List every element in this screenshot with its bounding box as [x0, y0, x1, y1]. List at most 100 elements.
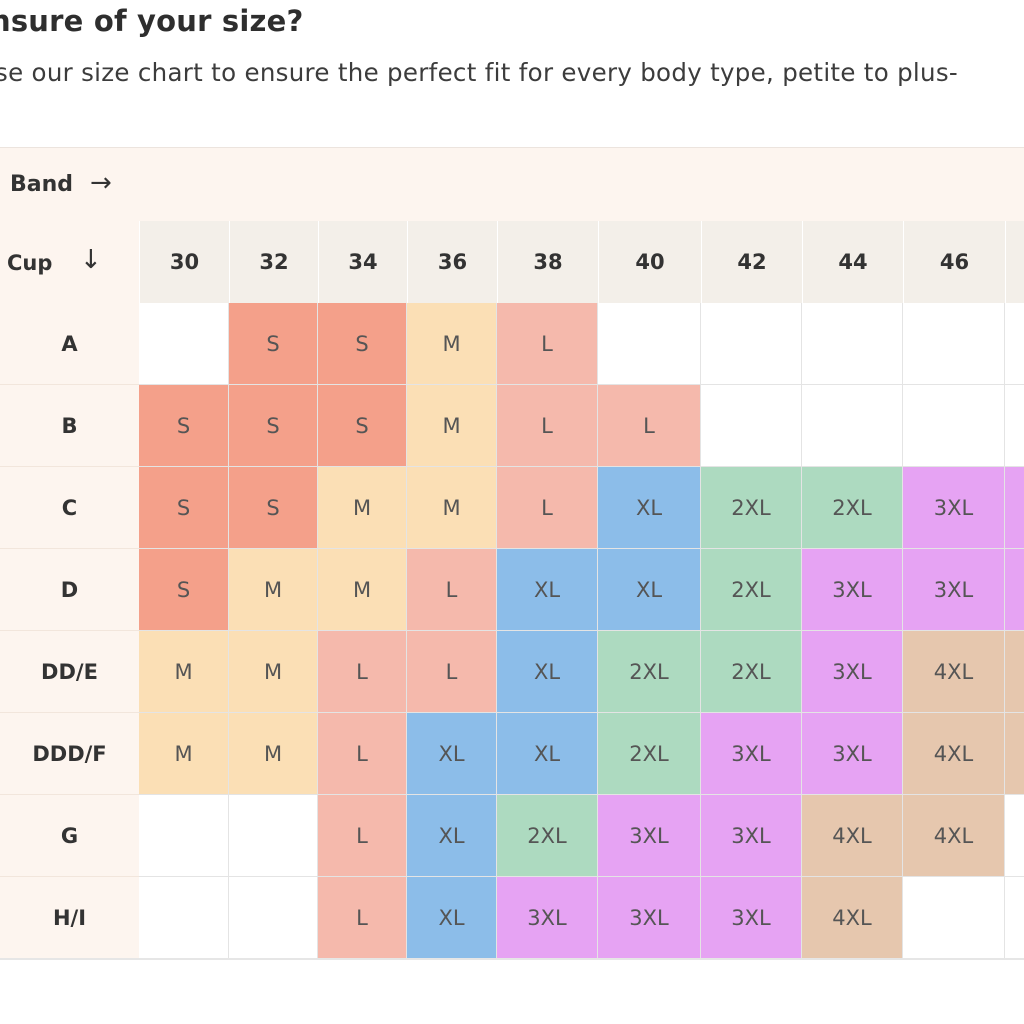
- size-cell: 3XL: [701, 795, 802, 877]
- size-cell: 2XL: [497, 795, 598, 877]
- cup-row-label: C: [0, 467, 139, 549]
- size-cell: [802, 303, 903, 385]
- size-cell: 2XL: [598, 631, 701, 713]
- size-cell: 3XL: [802, 631, 903, 713]
- band-label: Band: [10, 172, 74, 197]
- size-cell: L: [318, 631, 407, 713]
- size-cell: 4XL: [903, 631, 1005, 713]
- size-cell: [701, 303, 802, 385]
- size-cell: [1005, 467, 1024, 549]
- size-cell: XL: [598, 467, 701, 549]
- size-cell: 3XL: [598, 877, 701, 959]
- size-cell: 3XL: [802, 713, 903, 795]
- size-cell: [1005, 795, 1024, 877]
- size-cell: [1005, 631, 1024, 713]
- band-size-30: 30: [139, 221, 229, 303]
- size-cell: 4XL: [802, 795, 903, 877]
- size-cell: 3XL: [903, 549, 1005, 631]
- size-cell: [802, 385, 903, 467]
- band-size-40: 40: [598, 221, 701, 303]
- size-cell: [1005, 877, 1024, 959]
- down-arrow-icon: ↓: [80, 245, 102, 275]
- size-cell: [139, 877, 229, 959]
- size-cell: [1005, 549, 1024, 631]
- size-cell: L: [407, 631, 497, 713]
- band-size-32: 32: [229, 221, 318, 303]
- size-cell: 4XL: [903, 795, 1005, 877]
- size-cell: 3XL: [701, 713, 802, 795]
- size-cell: M: [407, 467, 497, 549]
- size-cell: [903, 877, 1005, 959]
- size-cell: L: [318, 877, 407, 959]
- band-size-44: 44: [802, 221, 903, 303]
- size-cell: 2XL: [598, 713, 701, 795]
- band-size-36: 36: [407, 221, 497, 303]
- size-cell: XL: [497, 549, 598, 631]
- size-cell: M: [229, 549, 318, 631]
- size-cell: [598, 303, 701, 385]
- band-size-34: 34: [318, 221, 407, 303]
- size-cell: L: [497, 385, 598, 467]
- size-cell: M: [318, 549, 407, 631]
- size-cell: 3XL: [903, 467, 1005, 549]
- size-cell: M: [229, 631, 318, 713]
- size-cell: [701, 385, 802, 467]
- band-size-46: 46: [903, 221, 1005, 303]
- size-cell: S: [139, 467, 229, 549]
- size-cell: S: [229, 303, 318, 385]
- size-cell: [139, 303, 229, 385]
- cup-header-cell: Cup ↓: [0, 221, 139, 303]
- size-cell: 3XL: [701, 877, 802, 959]
- size-cell: S: [318, 303, 407, 385]
- size-cell: 2XL: [701, 549, 802, 631]
- size-cell: XL: [497, 713, 598, 795]
- size-cell: [1005, 385, 1024, 467]
- size-cell: [229, 795, 318, 877]
- size-cell: XL: [407, 877, 497, 959]
- band-size-next: [1005, 221, 1024, 303]
- band-size-38: 38: [497, 221, 598, 303]
- size-cell: M: [318, 467, 407, 549]
- size-cell: S: [139, 549, 229, 631]
- cup-row-label: G: [0, 795, 139, 877]
- size-cell: S: [229, 467, 318, 549]
- size-cell: M: [139, 713, 229, 795]
- size-cell: 4XL: [903, 713, 1005, 795]
- size-cell: XL: [407, 795, 497, 877]
- size-cell: M: [139, 631, 229, 713]
- size-cell: L: [497, 467, 598, 549]
- size-cell: L: [318, 713, 407, 795]
- size-cell: 2XL: [701, 631, 802, 713]
- size-cell: 3XL: [497, 877, 598, 959]
- size-cell: M: [407, 385, 497, 467]
- band-header-row: Band →: [0, 147, 1024, 221]
- table-bottom-border: [0, 958, 1024, 960]
- size-cell: L: [497, 303, 598, 385]
- size-cell: L: [318, 795, 407, 877]
- right-arrow-icon: →: [90, 168, 112, 198]
- size-cell: 3XL: [802, 549, 903, 631]
- size-cell: 2XL: [802, 467, 903, 549]
- size-cell: [229, 877, 318, 959]
- size-cell: M: [229, 713, 318, 795]
- size-cell: 2XL: [701, 467, 802, 549]
- size-cell: L: [407, 549, 497, 631]
- size-cell: [1005, 713, 1024, 795]
- page-heading: nsure of your size?: [0, 4, 304, 38]
- size-cell: S: [229, 385, 318, 467]
- size-cell: [903, 385, 1005, 467]
- size-cell: [139, 795, 229, 877]
- cup-row-label: DDD/F: [0, 713, 139, 795]
- size-cell: 4XL: [802, 877, 903, 959]
- cup-row-label: DD/E: [0, 631, 139, 713]
- cup-row-label: B: [0, 385, 139, 467]
- cup-row-label: H/I: [0, 877, 139, 959]
- size-cell: XL: [497, 631, 598, 713]
- size-cell: M: [407, 303, 497, 385]
- size-cell: [1005, 303, 1024, 385]
- cup-row-label: D: [0, 549, 139, 631]
- cup-row-label: A: [0, 303, 139, 385]
- size-cell: S: [139, 385, 229, 467]
- band-size-header: Cup ↓ 30 32 34 36 38 40 42 44 46: [0, 221, 1024, 303]
- size-cell: XL: [598, 549, 701, 631]
